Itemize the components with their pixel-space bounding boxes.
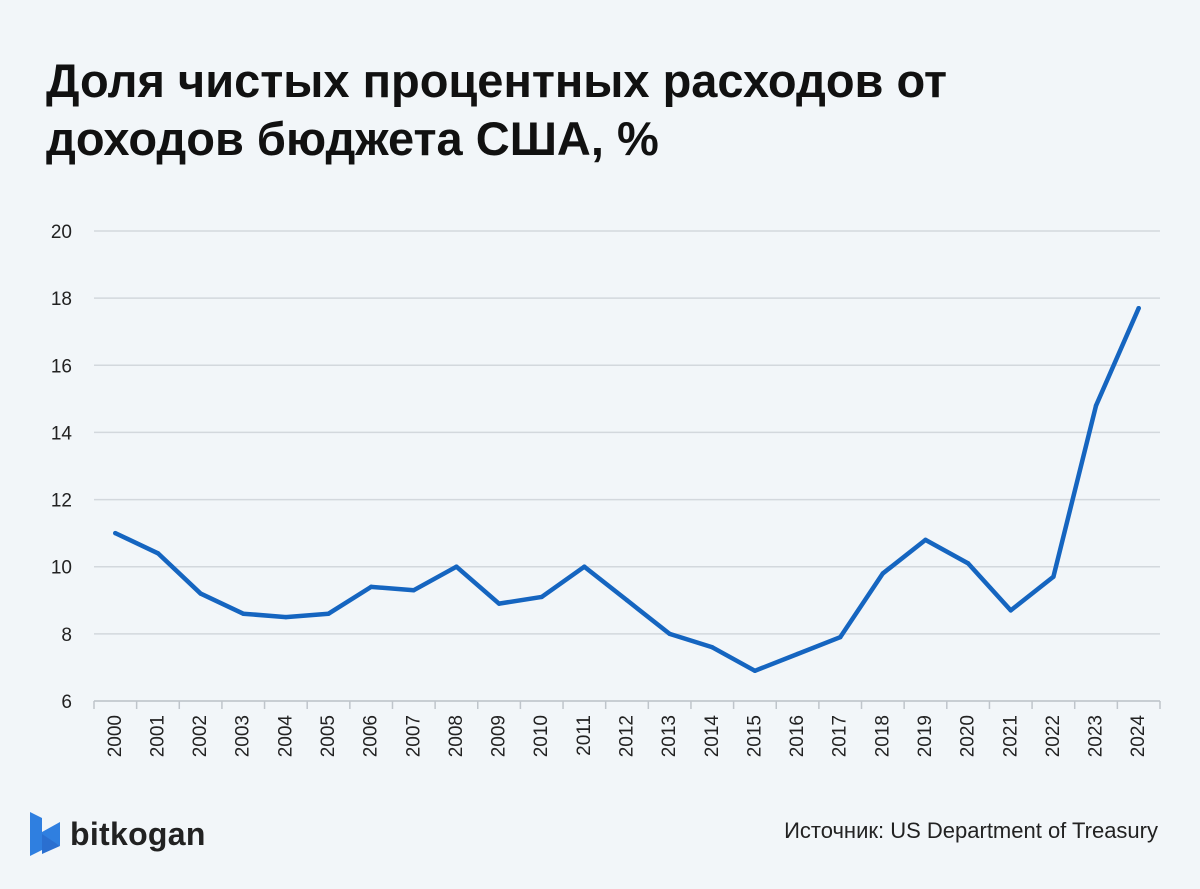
y-tick-label: 18 [51,289,72,310]
series-line [113,305,1141,674]
data-point-2014 [710,645,715,650]
y-tick-label: 8 [61,625,72,646]
data-point-2019 [923,537,928,543]
source-note: Источник: US Department of Treasury [784,818,1158,843]
x-tick-label: 2004 [275,715,296,758]
x-tick-label: 2008 [446,715,467,757]
data-point-2001 [155,551,161,556]
data-point-2024 [1136,306,1141,311]
data-point-2008 [454,564,459,569]
x-tick-label: 2015 [744,715,765,757]
data-point-2017 [838,635,843,640]
data-point-2021 [1008,608,1013,613]
y-tick-label: 10 [51,558,72,579]
x-tick-label: 2016 [787,715,808,757]
x-tick-label: 2002 [190,715,211,757]
data-point-2003 [241,611,246,616]
x-axis: 2000 2001 2002 2003 2004 2005 2006 2007 2008 2009… [93,700,1161,758]
x-tick-label: 2011 [574,715,595,756]
x-tick-label: 2006 [361,715,382,757]
x-tick-label: 2009 [489,715,510,757]
data-point-2015 [752,668,758,673]
grid-lines [94,230,1160,702]
brand-name: bitkogan [70,815,206,852]
x-tick-label: 2021 [1000,715,1021,757]
data-point-2004 [283,614,289,620]
data-point-2012 [624,598,630,603]
x-tick-label: 2003 [233,715,254,757]
data-point-2000 [113,530,118,536]
data-point-2011 [582,564,587,569]
data-point-2006 [368,584,374,590]
x-tick-label: 2023 [1086,715,1107,757]
x-tick-label: 2020 [958,715,979,757]
x-tick-label: 2014 [702,715,723,758]
x-tick-label: 2013 [659,715,680,757]
x-tick-label: 2005 [318,715,339,757]
x-tick-label: 2022 [1043,715,1064,757]
y-tick-label: 6 [61,692,72,713]
data-point-2018 [880,571,886,576]
x-tick-label: 2019 [915,715,936,757]
x-tick-label: 2024 [1128,715,1149,758]
data-point-2005 [326,611,331,616]
x-tick-label: 2017 [830,715,851,757]
series-group [113,305,1141,674]
y-tick-label: 16 [51,356,72,377]
data-point-2022 [1051,574,1056,579]
data-point-2010 [539,594,544,600]
data-point-2009 [496,601,502,606]
data-point-2002 [198,591,203,596]
x-tick-label: 2012 [617,715,638,757]
bitkogan-logo-icon [30,812,60,856]
x-tick-label: 2010 [531,715,552,757]
x-tick-label: 2000 [105,715,126,757]
y-tick-label: 20 [51,222,72,243]
y-tick-label: 12 [51,491,72,512]
y-axis-ticks: 6 8 10 12 14 16 18 20 [51,222,73,713]
data-point-2007 [411,588,416,593]
y-tick-label: 14 [51,423,73,444]
data-point-2020 [965,561,971,566]
data-point-2016 [795,651,800,657]
data-point-2023 [1093,403,1099,408]
chart-title: Доля чистых процентных расходов от доход… [46,52,1146,168]
x-tick-label: 2007 [403,715,424,757]
chart-title-line-1: Доля чистых процентных расходов от [46,54,948,107]
x-tick-label: 2018 [872,715,893,757]
chart-title-line-2: доходов бюджета США, % [46,112,659,165]
brand-logo: bitkogan [28,806,206,862]
x-tick-label: 2001 [147,715,168,757]
data-point-2013 [667,631,672,637]
